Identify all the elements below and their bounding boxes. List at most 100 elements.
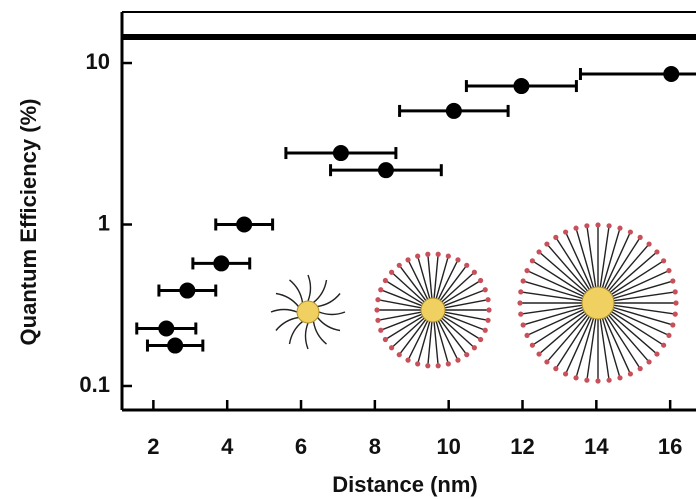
point — [236, 217, 252, 233]
point — [446, 103, 462, 119]
ligand-end — [425, 252, 430, 257]
ligand — [378, 300, 421, 308]
ligand-end — [544, 241, 549, 246]
ligand-end — [374, 307, 379, 312]
core — [297, 301, 319, 323]
ligand-end — [553, 366, 558, 371]
ligand-end — [464, 263, 469, 268]
ligand-end — [405, 257, 410, 262]
ligand-end — [383, 337, 388, 342]
ligand-end — [455, 257, 460, 262]
ligand-end — [661, 343, 666, 348]
ligand — [276, 294, 299, 307]
ligand — [306, 323, 309, 349]
ligand-end — [521, 322, 526, 327]
ligand-end — [436, 252, 441, 257]
ligand — [444, 290, 485, 306]
ligand-end — [530, 258, 535, 263]
ligand-end — [584, 378, 589, 383]
chart: Distance (nm) Quantum Efficiency (%) 0.1… — [0, 0, 696, 499]
ligand-end — [425, 363, 430, 368]
x-tick-label: 10 — [436, 434, 460, 459]
ligand-end — [638, 366, 643, 371]
ligand — [319, 312, 345, 315]
ligand-end — [524, 333, 529, 338]
ligand — [318, 318, 341, 331]
x-tick-label: 12 — [510, 434, 534, 459]
ligand-end — [397, 263, 402, 268]
ligand — [308, 275, 311, 301]
ligand-end — [607, 378, 612, 383]
ligand — [445, 312, 488, 320]
ligand-end — [628, 229, 633, 234]
y-axis-label: Quantum Efficiency (%) — [16, 99, 41, 346]
ligand — [290, 322, 303, 345]
ligand-end — [670, 322, 675, 327]
ligand — [445, 300, 488, 308]
x-tick-label: 2 — [147, 434, 159, 459]
ligand-end — [415, 254, 420, 259]
ligand-end — [518, 312, 523, 317]
ligand-end — [485, 297, 490, 302]
point — [158, 320, 174, 336]
ligand-end — [584, 223, 589, 228]
ligand-end — [661, 258, 666, 263]
core — [421, 298, 445, 322]
ligand-end — [478, 278, 483, 283]
y-tick-label: 1 — [98, 210, 110, 235]
point — [167, 338, 183, 354]
ligand — [271, 310, 297, 313]
ligand-end — [415, 361, 420, 366]
point — [513, 78, 529, 94]
point — [213, 255, 229, 271]
ligand-end — [617, 226, 622, 231]
ligand-end — [553, 235, 558, 240]
ligand-end — [455, 358, 460, 363]
ligand-end — [673, 289, 678, 294]
ligand — [444, 314, 485, 330]
ligand-end — [375, 318, 380, 323]
ligand-end — [654, 351, 659, 356]
ligand-end — [486, 307, 491, 312]
ligand-end — [595, 222, 600, 227]
ligand-end — [638, 235, 643, 240]
ligand-end — [397, 352, 402, 357]
ligand-end — [573, 375, 578, 380]
ligand-end — [375, 297, 380, 302]
x-tick-label: 8 — [369, 434, 381, 459]
ligand-end — [628, 371, 633, 376]
point — [663, 66, 679, 82]
x-tick-label: 6 — [295, 434, 307, 459]
ligand-end — [472, 270, 477, 275]
ligand-end — [464, 352, 469, 357]
ligand-end — [389, 270, 394, 275]
ligand-end — [646, 359, 651, 364]
ligand-end — [383, 278, 388, 283]
ligand-end — [544, 359, 549, 364]
nanoparticles — [271, 222, 679, 383]
ligand-end — [485, 318, 490, 323]
ligand-end — [666, 333, 671, 338]
ligand-end — [607, 223, 612, 228]
core — [582, 287, 614, 319]
ligand-end — [446, 361, 451, 366]
ligand-end — [483, 328, 488, 333]
ligand-end — [405, 358, 410, 363]
ligand-end — [573, 226, 578, 231]
x-axis-label: Distance (nm) — [332, 472, 477, 497]
x-tick-label: 14 — [584, 434, 609, 459]
ligand-end — [673, 300, 678, 305]
ligand-end — [524, 268, 529, 273]
ligand — [314, 280, 327, 303]
y-tick-label: 0.1 — [79, 372, 110, 397]
ligand-end — [646, 241, 651, 246]
ligand-end — [654, 249, 659, 254]
ligand-end — [673, 312, 678, 317]
point — [179, 283, 195, 299]
ligand-end — [536, 351, 541, 356]
ligand-end — [446, 254, 451, 259]
point — [333, 145, 349, 161]
point — [378, 162, 394, 178]
ligand-end — [563, 229, 568, 234]
ligand-end — [666, 268, 671, 273]
